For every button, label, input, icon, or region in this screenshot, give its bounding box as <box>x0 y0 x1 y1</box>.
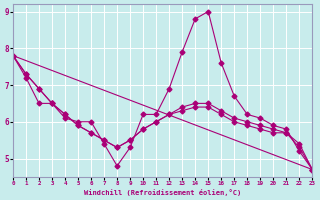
X-axis label: Windchill (Refroidissement éolien,°C): Windchill (Refroidissement éolien,°C) <box>84 189 241 196</box>
